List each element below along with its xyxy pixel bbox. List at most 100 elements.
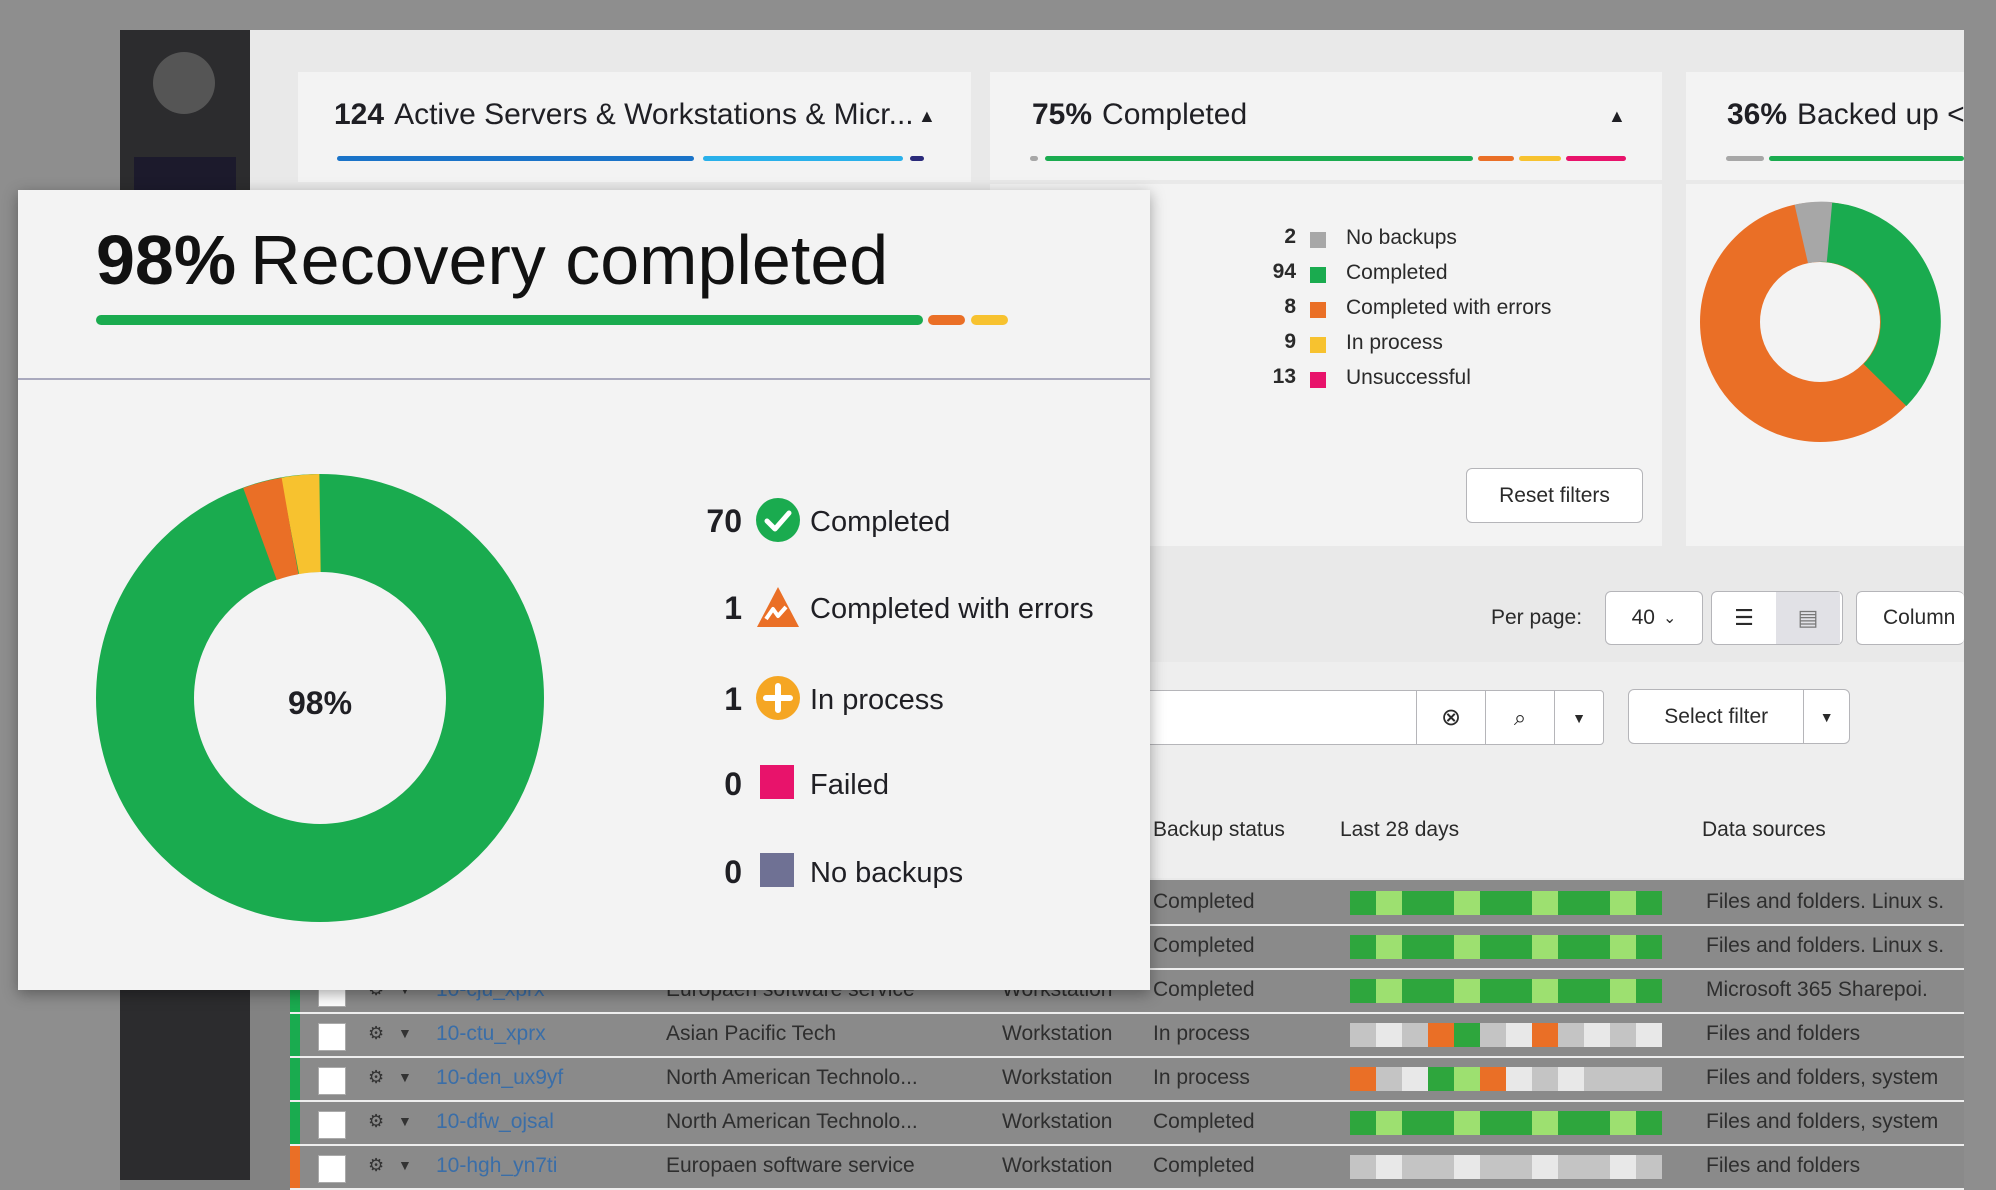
- row-status-indicator: [290, 970, 300, 1012]
- day-cell: [1454, 1023, 1480, 1047]
- gear-icon[interactable]: ⚙: [368, 1155, 385, 1175]
- row-checkbox[interactable]: [318, 1111, 346, 1139]
- backup-status-cell: Completed: [1153, 978, 1255, 1001]
- recovery-legend-item[interactable]: 1 Completed with errors: [678, 585, 1138, 635]
- search-icon[interactable]: ⌕: [1485, 691, 1554, 744]
- last-28-days-bar[interactable]: [1350, 1067, 1662, 1091]
- day-cell: [1480, 1155, 1506, 1179]
- select-filter-label: Select filter: [1664, 704, 1769, 728]
- recovery-legend-count: 0: [724, 854, 742, 890]
- search-input[interactable]: ⊗ ⌕ ▼: [1100, 690, 1604, 745]
- last-28-days-bar[interactable]: [1350, 979, 1662, 1003]
- day-cell: [1610, 1111, 1636, 1135]
- device-name-link[interactable]: 10-hgh_yn7ti: [436, 1154, 558, 1177]
- recovery-bar-completed: [96, 315, 923, 325]
- recovery-legend-count: 1: [724, 590, 742, 626]
- backed-up-percent: 36%: [1727, 98, 1788, 131]
- avatar[interactable]: [153, 52, 215, 114]
- row-checkbox[interactable]: [318, 1067, 346, 1095]
- per-page-select[interactable]: 40 ⌄: [1605, 591, 1703, 645]
- day-cell: [1506, 1155, 1532, 1179]
- day-cell: [1610, 979, 1636, 1003]
- chevron-down-icon[interactable]: ▼: [398, 1113, 412, 1129]
- backup-status-cell: Completed: [1153, 934, 1255, 957]
- day-cell: [1532, 1067, 1558, 1091]
- last-28-days-bar[interactable]: [1350, 1111, 1662, 1135]
- day-cell: [1532, 1111, 1558, 1135]
- list-view-icon[interactable]: ☰: [1734, 605, 1754, 630]
- day-cell: [1350, 1111, 1376, 1135]
- last-28-days-bar[interactable]: [1350, 1023, 1662, 1047]
- device-name-link[interactable]: 10-dfw_ojsal: [436, 1110, 554, 1133]
- chevron-down-icon[interactable]: ▼: [398, 1025, 412, 1041]
- servers-card-title: 124 Active Servers & Workstations & Micr.…: [334, 98, 914, 132]
- recovery-legend-label: In process: [810, 684, 944, 716]
- backed-up-donut-completed: [1819, 201, 1941, 406]
- table-row[interactable]: ⚙ ▼ 10-ctu_xprx Asian Pacific Tech Workstati…: [290, 1014, 1964, 1058]
- device-name-link[interactable]: 10-den_ux9yf: [436, 1066, 564, 1089]
- servers-summary-card[interactable]: [298, 72, 971, 182]
- gear-icon[interactable]: ⚙: [368, 1067, 385, 1087]
- row-checkbox[interactable]: [318, 1023, 346, 1051]
- recovery-legend-item[interactable]: 70 Completed: [678, 498, 1138, 548]
- search-dropdown-icon[interactable]: ▼: [1554, 691, 1603, 744]
- day-cell: [1402, 1067, 1428, 1091]
- customer-cell: Europaen software service: [666, 1154, 915, 1177]
- last-28-days-bar[interactable]: [1350, 891, 1662, 915]
- recovery-donut-errors: [243, 477, 300, 581]
- chevron-down-icon[interactable]: ▼: [398, 1069, 412, 1085]
- caret-up-icon[interactable]: ▲: [918, 106, 936, 126]
- completed-percent: 75%: [1032, 98, 1093, 131]
- device-type-cell: Workstation: [1002, 1066, 1113, 1089]
- reset-filters-button[interactable]: Reset filters: [1466, 468, 1643, 523]
- table-row[interactable]: ⚙ ▼ 10-hgh_yn7ti Europaen software service W…: [290, 1146, 1964, 1190]
- recovery-donut-center-label: 98%: [287, 685, 353, 721]
- day-cell: [1532, 1023, 1558, 1047]
- day-cell: [1558, 979, 1584, 1003]
- recovery-legend-item[interactable]: 0 Failed: [678, 761, 1138, 811]
- warning-triangle-icon: [756, 585, 800, 629]
- day-cell: [1506, 935, 1532, 959]
- legend-swatch: [1310, 267, 1326, 283]
- servers-bar-segment: [337, 156, 694, 161]
- row-checkbox[interactable]: [318, 1155, 346, 1183]
- servers-label: Active Servers & Workstations & Micr...: [394, 98, 914, 131]
- recovery-legend-item[interactable]: 0 No backups: [678, 849, 1138, 899]
- day-cell: [1558, 1067, 1584, 1091]
- table-row[interactable]: ⚙ ▼ 10-dfw_ojsal North American Technolo...…: [290, 1102, 1964, 1146]
- row-status-indicator: [290, 1058, 300, 1100]
- recovery-donut-in-process: [280, 474, 322, 575]
- failed-square-icon: [756, 761, 800, 805]
- day-cell: [1428, 1111, 1454, 1135]
- day-cell: [1454, 979, 1480, 1003]
- device-name-link[interactable]: 10-ctu_xprx: [436, 1022, 546, 1045]
- backed-up-donut-chart: [1700, 201, 1941, 442]
- column-header-data-sources[interactable]: Data sources: [1702, 818, 1826, 841]
- day-cell: [1636, 891, 1662, 915]
- last-28-days-bar[interactable]: [1350, 935, 1662, 959]
- list-view-toggle[interactable]: ☰ ▤: [1711, 591, 1843, 645]
- columns-button[interactable]: Column: [1856, 591, 1964, 645]
- row-status-indicator: [290, 1102, 300, 1144]
- day-cell: [1480, 1067, 1506, 1091]
- column-header-last-28-days[interactable]: Last 28 days: [1340, 818, 1460, 841]
- column-header-backup-status[interactable]: Backup status: [1153, 818, 1285, 841]
- day-cell: [1454, 1155, 1480, 1179]
- row-status-indicator: [290, 1146, 300, 1188]
- clear-search-icon[interactable]: ⊗: [1416, 691, 1485, 744]
- data-sources-cell: Files and folders, system: [1706, 1066, 1939, 1089]
- legend-label: Unsuccessful: [1346, 366, 1471, 389]
- table-row[interactable]: ⚙ ▼ 10-den_ux9yf North American Technolo...…: [290, 1058, 1964, 1102]
- chevron-down-icon[interactable]: ▼: [398, 1157, 412, 1173]
- gear-icon[interactable]: ⚙: [368, 1111, 385, 1131]
- grid-view-icon[interactable]: ▤: [1776, 592, 1840, 644]
- select-filter-dropdown-icon[interactable]: ▼: [1803, 690, 1849, 743]
- gear-icon[interactable]: ⚙: [368, 1023, 385, 1043]
- day-cell: [1584, 1111, 1610, 1135]
- data-sources-cell: Files and folders. Linux s.: [1706, 934, 1945, 957]
- day-cell: [1610, 935, 1636, 959]
- select-filter-button[interactable]: Select filter ▼: [1628, 689, 1850, 744]
- recovery-legend-item[interactable]: 1 In process: [678, 676, 1138, 726]
- last-28-days-bar[interactable]: [1350, 1155, 1662, 1179]
- caret-up-icon[interactable]: ▲: [1608, 106, 1626, 126]
